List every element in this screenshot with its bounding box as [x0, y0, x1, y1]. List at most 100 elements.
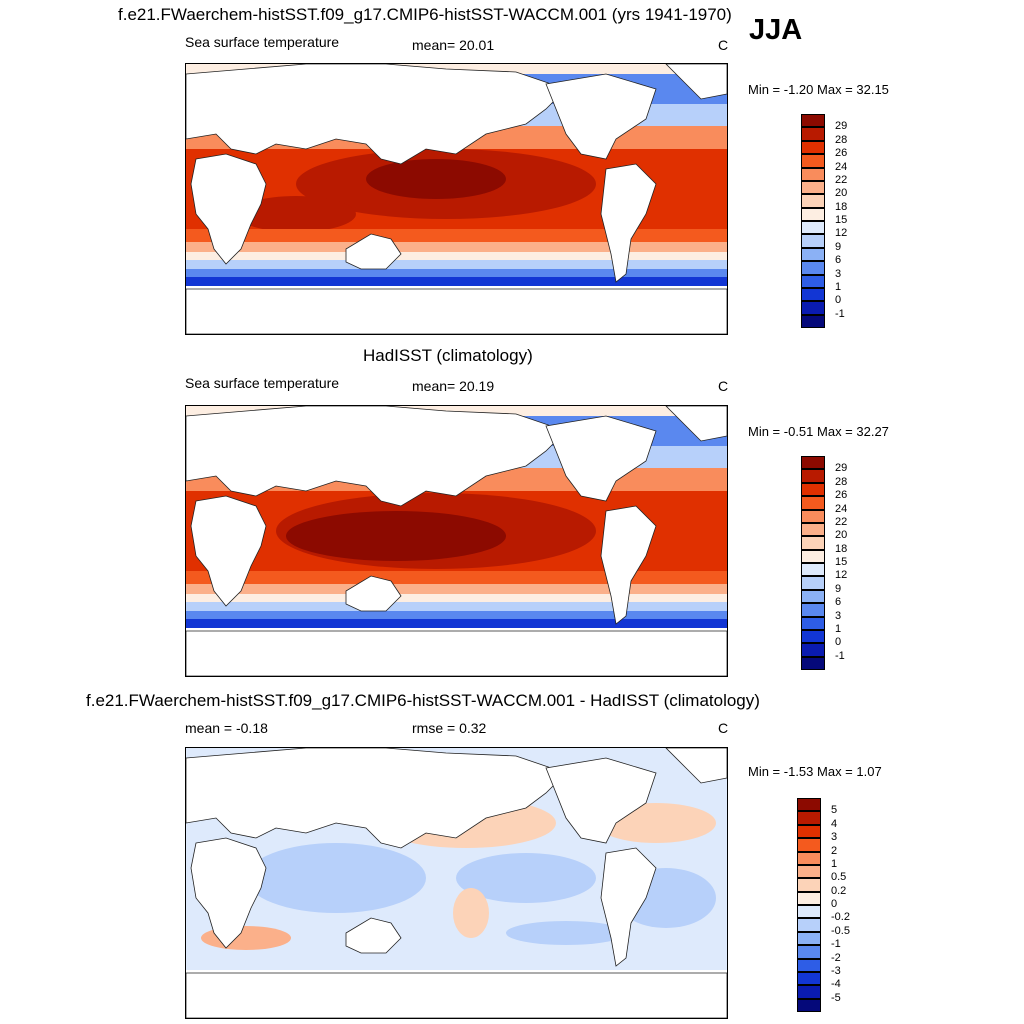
panel2-units: C	[718, 378, 729, 394]
panel2-variable-label: Sea surface temperature	[185, 375, 340, 391]
colorbar-tick-label: -3	[831, 964, 841, 977]
colorbar-swatch	[801, 180, 825, 195]
colorbar-tick-label: 0.2	[831, 884, 847, 897]
colorbar-swatch	[797, 998, 821, 1012]
panel2-title: HadISST (climatology)	[363, 346, 533, 365]
colorbar-tick-label: 9	[835, 582, 842, 595]
colorbar-tick-label: 9	[835, 240, 842, 253]
colorbar-tick-label: 24	[835, 160, 848, 173]
colorbar-tick-label: 24	[835, 502, 848, 515]
colorbar-tick-label: 12	[835, 227, 848, 240]
panel3-minmax: Min = -1.53 Max = 1.07	[748, 764, 882, 779]
colorbar-swatch	[801, 522, 825, 537]
colorbar-tick-label: -2	[831, 951, 841, 964]
panel2-mean-label: mean= 20.19	[412, 378, 495, 394]
colorbar-swatch	[797, 798, 821, 812]
colorbar-tick-label: 6	[835, 254, 842, 267]
colorbar-tick-label: -1	[835, 307, 845, 320]
panel3-units: C	[718, 720, 729, 736]
colorbar-swatch	[801, 643, 825, 657]
colorbar-swatch	[801, 194, 825, 208]
panel1-map	[185, 63, 728, 335]
colorbar-swatch	[797, 864, 821, 879]
colorbar-tick-label: 3	[831, 831, 838, 844]
colorbar-tick-label: 3	[835, 267, 842, 280]
colorbar-tick-label: 22	[835, 173, 848, 186]
colorbar-tick-label: 6	[835, 596, 842, 609]
colorbar-swatch	[801, 496, 825, 510]
colorbar-swatch	[801, 114, 825, 128]
colorbar-swatch	[801, 616, 825, 630]
colorbar-tick-label: 26	[835, 147, 848, 160]
colorbar-tick-label: 0	[835, 636, 842, 649]
panel3-mean-label: mean = -0.18	[185, 720, 268, 736]
colorbar-tick-label: -1	[835, 649, 845, 662]
colorbar-swatch	[801, 589, 825, 604]
colorbar-swatch	[801, 167, 825, 181]
colorbar-swatch	[801, 456, 825, 470]
colorbar-swatch	[801, 261, 825, 275]
colorbar-tick-label: 15	[835, 214, 848, 226]
colorbar-swatch	[797, 851, 821, 865]
colorbar-tick-label: 0	[835, 294, 842, 307]
colorbar-tick-label: 22	[835, 515, 848, 528]
colorbar-swatch	[801, 274, 825, 288]
colorbar-tick-label: 1	[835, 280, 842, 293]
colorbar-swatch	[797, 878, 821, 892]
colorbar-swatch	[797, 985, 821, 999]
panel2-map	[185, 405, 728, 677]
colorbar-tick-label: 1	[831, 857, 838, 870]
colorbar-tick-label: 5	[831, 804, 838, 817]
colorbar-swatch	[801, 509, 825, 523]
colorbar-tick-label: 20	[835, 529, 848, 542]
colorbar-tick-label: -0.5	[831, 924, 850, 937]
figure-title: f.e21.FWaerchem-histSST.f09_g17.CMIP6-hi…	[118, 5, 732, 24]
colorbar-swatch	[801, 482, 825, 497]
colorbar-swatch	[801, 536, 825, 550]
colorbar-swatch	[801, 234, 825, 248]
panel3-colorbar: 5 4 3 2 1 0.5 0.2 0 -0.2 -0.5 -1 -2 -3 -4 -5	[797, 798, 850, 1012]
colorbar-swatch	[801, 154, 825, 168]
colorbar-swatch	[797, 945, 821, 959]
colorbar-swatch	[801, 656, 825, 670]
colorbar-tick-label: -5	[831, 991, 841, 1004]
colorbar-swatch	[797, 905, 821, 919]
colorbar-tick-label: 29	[835, 462, 848, 475]
panel2-minmax: Min = -0.51 Max = 32.27	[748, 424, 889, 439]
colorbar-swatch	[801, 247, 825, 262]
colorbar-tick-label: 15	[835, 556, 848, 568]
colorbar-tick-label: -4	[831, 978, 841, 991]
colorbar-tick-label: 26	[835, 489, 848, 502]
panel1-mean-label: mean= 20.01	[412, 37, 495, 53]
panel2-colorbar: 29 28 26 24 22 20 18 15 12 9 6 3 1 0 -1	[801, 456, 847, 670]
panel1-colorbar: 29 28 26 24 22 20 18 15 12 9 6 3 1 0 -1	[801, 114, 847, 328]
colorbar-tick-label: 29	[835, 120, 848, 133]
colorbar-swatch	[801, 549, 825, 563]
colorbar-swatch	[797, 838, 821, 852]
colorbar-tick-label: 28	[835, 475, 848, 488]
colorbar-tick-label: 2	[831, 844, 838, 857]
panel1-units: C	[718, 37, 729, 53]
colorbar-tick-label: 18	[835, 200, 848, 213]
colorbar-swatch	[801, 221, 825, 235]
land-mask	[186, 64, 727, 334]
land-mask	[186, 748, 727, 1018]
colorbar-tick-label: 0	[831, 898, 838, 910]
colorbar-tick-label: 28	[835, 133, 848, 146]
colorbar-tick-label: 4	[831, 817, 838, 830]
colorbar-swatch	[801, 629, 825, 644]
colorbar-swatch	[801, 207, 825, 221]
colorbar-tick-label: 18	[835, 542, 848, 555]
colorbar-swatch	[801, 603, 825, 617]
colorbar-swatch	[797, 958, 821, 972]
colorbar-swatch	[801, 127, 825, 141]
season-label: JJA	[749, 14, 803, 46]
colorbar-swatch	[801, 563, 825, 577]
panel3-title: f.e21.FWaerchem-histSST.f09_g17.CMIP6-hi…	[86, 691, 760, 710]
colorbar-swatch	[797, 918, 821, 932]
colorbar-tick-label: 12	[835, 569, 848, 582]
colorbar-tick-label: 1	[835, 622, 842, 635]
panel3-map	[185, 747, 728, 1019]
colorbar-swatch	[797, 931, 821, 946]
colorbar-tick-label: -1	[831, 938, 841, 951]
